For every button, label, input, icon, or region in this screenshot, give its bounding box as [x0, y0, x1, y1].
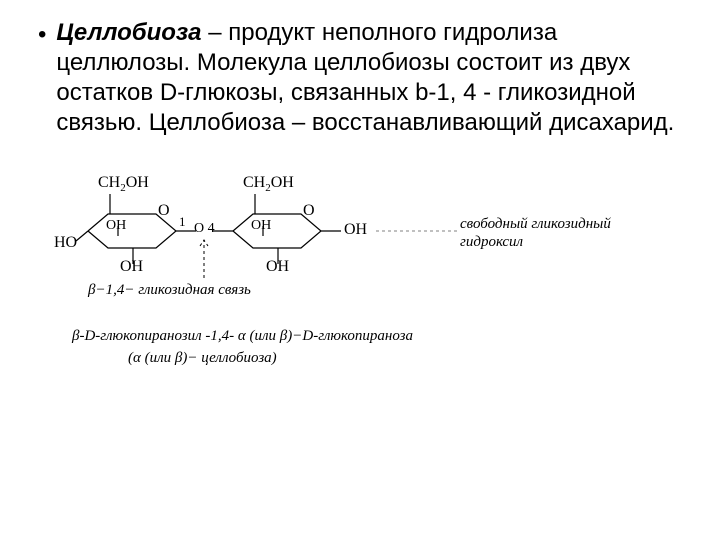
bullet-paragraph: • Целлобиоза – продукт неполного гидроли…: [38, 18, 682, 138]
structure-svg: [58, 166, 618, 466]
o-ring1: O: [158, 202, 170, 220]
bridge-o4: O 4: [194, 221, 215, 237]
o-ring2: O: [303, 202, 315, 220]
paragraph-text: Целлобиоза – продукт неполного гидролиза…: [56, 18, 682, 138]
bond-label: β−1,4− гликозидная связь: [88, 282, 251, 299]
oh-bot1: OH: [120, 258, 143, 276]
name-line1: β-D-глюкопиранозил -1,4- α (или β)−D-глю…: [72, 328, 413, 345]
free-oh-line2: гидроксил: [460, 234, 523, 251]
term-cellobiose: Целлобиоза: [56, 19, 201, 46]
slide-content: • Целлобиоза – продукт неполного гидроли…: [0, 0, 720, 466]
oh-inner2: OH: [251, 218, 271, 234]
dash: –: [202, 19, 229, 46]
oh-inner1: OH: [106, 218, 126, 234]
ch2oh-ring2: CH2OH: [243, 174, 294, 194]
ho-left: HO: [54, 234, 77, 252]
name-line2: (α (или β)− целлобиоза): [128, 350, 277, 367]
carbon-1: 1: [179, 214, 186, 230]
ch2oh-ring1: CH2OH: [98, 174, 149, 194]
free-oh-line1: свободный гликозидный: [460, 216, 611, 233]
chemical-diagram: CH2OH CH2OH O O HO OH 1 O 4 OH OH OH OH …: [58, 166, 618, 466]
oh-right: OH: [344, 221, 367, 239]
oh-bot2: OH: [266, 258, 289, 276]
bullet-marker: •: [38, 20, 46, 50]
